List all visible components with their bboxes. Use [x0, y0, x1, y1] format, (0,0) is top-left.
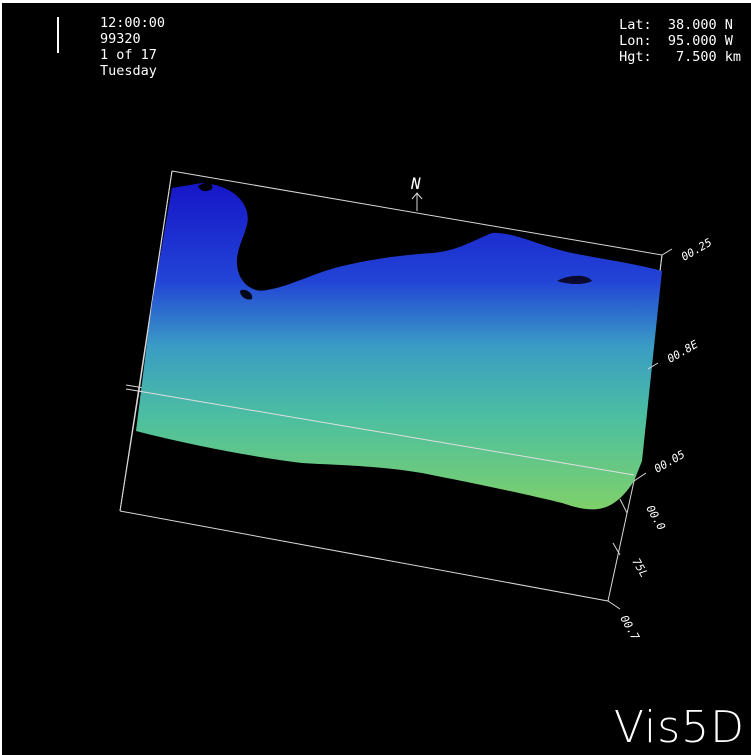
lat-row: Lat: 38.000 N	[619, 17, 741, 33]
surface-pit	[240, 289, 253, 300]
timestep-readout: 1 of 17	[100, 47, 157, 63]
lon-label: Lon:	[619, 33, 652, 49]
lon-row: Lon: 95.000 W	[619, 33, 741, 49]
north-arrow	[411, 192, 423, 211]
lon-value: 95.000 W	[667, 33, 733, 49]
lat-label: Lat:	[619, 17, 652, 33]
axis-ticks	[607, 248, 673, 610]
weekday-readout: Tuesday	[100, 63, 157, 79]
lat-value: 38.000 N	[667, 17, 733, 33]
axis-label: 00.7	[617, 613, 642, 643]
isosurface	[136, 183, 662, 510]
probe-info-panel: Lat: 38.000 N Lon: 95.000 W Hgt: 7.500 km	[619, 17, 741, 65]
north-label: N	[410, 174, 421, 193]
axis-label: 75L	[629, 556, 650, 580]
axis-label: 00.8E	[665, 338, 701, 366]
axis-label: 00.0	[643, 503, 668, 533]
hgt-label: Hgt:	[619, 49, 652, 65]
time-info-panel: 12:00:00 99320 1 of 17 Tuesday	[100, 15, 165, 79]
axis-label: 00.05	[652, 448, 687, 476]
date-readout: 99320	[100, 31, 141, 47]
surface-notch	[198, 183, 213, 192]
hgt-value: 7.500 km	[675, 49, 741, 65]
surface-pit	[557, 275, 592, 284]
3d-viewport[interactable]: N 00.25 00.8E 00.05 00.0 75L 00.7	[2, 3, 751, 755]
time-readout: 12:00:00	[100, 15, 166, 31]
app-logo: Vis5D	[613, 702, 745, 753]
hgt-row: Hgt: 7.500 km	[619, 49, 741, 65]
slice-line	[125, 388, 635, 476]
axis-label: 00.25	[679, 236, 714, 264]
timestep-cursor-bar	[57, 17, 59, 53]
